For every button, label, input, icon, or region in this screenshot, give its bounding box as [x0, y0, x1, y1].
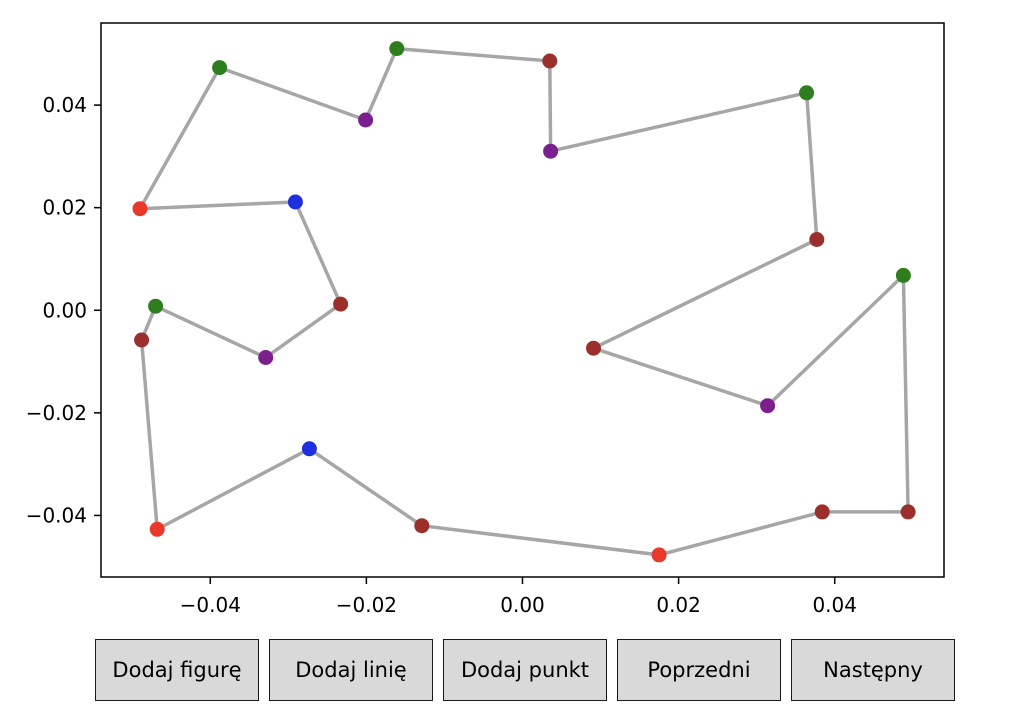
data-point — [358, 112, 374, 128]
button-bar: Dodaj figurę Dodaj linię Dodaj punkt Pop… — [95, 639, 957, 703]
data-point — [389, 41, 405, 57]
data-point — [900, 504, 916, 520]
data-point — [542, 53, 558, 69]
data-point — [809, 232, 825, 247]
x-axis: −0.04 −0.02 0.00 0.02 0.04 — [180, 577, 857, 617]
data-point — [149, 521, 165, 537]
data-point — [651, 547, 667, 563]
previous-button[interactable]: Poprzedni — [617, 639, 781, 701]
data-point — [132, 201, 148, 217]
chart: −0.04 −0.02 0.00 0.02 0.04 −0.04 −0.02 0.00 0.0… — [26, 22, 945, 617]
data-point — [586, 340, 601, 356]
x-tick-label: 0.04 — [812, 593, 857, 617]
add-figure-button[interactable]: Dodaj figurę — [95, 639, 259, 701]
data-point — [301, 441, 317, 457]
y-axis: −0.04 −0.02 0.00 0.02 0.04 — [26, 93, 101, 527]
add-line-button[interactable]: Dodaj linię — [269, 639, 433, 701]
y-tick-label: 0.00 — [42, 298, 87, 322]
data-point — [543, 143, 559, 159]
line-layer — [138, 46, 910, 557]
y-tick-label: −0.02 — [26, 401, 87, 425]
data-point — [148, 298, 164, 314]
data-point — [134, 332, 150, 348]
data-point — [287, 194, 303, 210]
data-point — [414, 518, 430, 534]
series-line — [138, 46, 910, 557]
x-tick-label: 0.02 — [656, 593, 701, 617]
add-point-button[interactable]: Dodaj punkt — [443, 639, 607, 701]
data-point — [212, 60, 228, 76]
x-tick-label: −0.04 — [180, 593, 241, 617]
y-tick-label: −0.04 — [26, 503, 87, 527]
x-tick-label: −0.02 — [336, 593, 397, 617]
data-point — [333, 296, 349, 312]
data-point — [895, 267, 911, 283]
point-layer — [132, 41, 916, 563]
y-tick-label: 0.02 — [42, 196, 87, 220]
y-tick-label: 0.04 — [42, 93, 87, 117]
data-point — [760, 398, 776, 414]
data-point — [258, 350, 274, 365]
next-button[interactable]: Następny — [791, 639, 955, 701]
x-tick-label: 0.00 — [500, 593, 545, 617]
data-point — [799, 85, 815, 101]
data-point — [814, 504, 830, 520]
